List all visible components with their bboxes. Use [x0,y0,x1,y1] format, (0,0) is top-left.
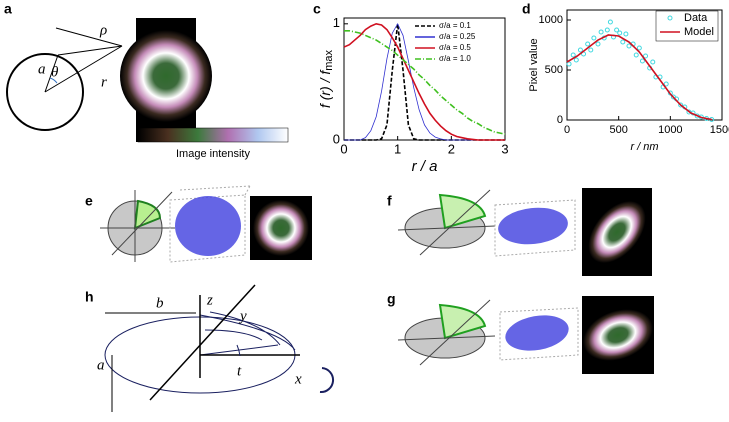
diagram-a [6,27,123,131]
legend-label: σ/a = 0.25 [439,32,476,41]
y-tick-label: 500 [545,64,563,76]
label: r [101,74,107,90]
data-point [663,81,669,87]
label: a [97,357,105,373]
legend: Data Model [655,10,719,42]
panel-label: a [4,1,12,17]
panel-label: c [313,1,321,17]
data-point [633,52,639,58]
y-tick-label: 0 [333,131,340,146]
data-point [650,59,656,65]
x-tick-label: 0 [340,141,347,156]
y-tick-label: 1 [333,15,340,30]
data-point [585,41,591,47]
panel-label: h [85,289,94,305]
y-axis-label-sub: max [323,49,335,70]
data-point [617,30,623,36]
data-point [643,53,649,59]
x-tick-label: 3 [501,141,508,156]
data-point [623,31,629,37]
panel-label: e [85,193,93,209]
x-tick-label: 1 [394,141,401,156]
series-line [566,34,712,121]
diagram-e [100,185,312,263]
data-point [577,47,583,53]
data-point [591,35,597,41]
data-point [639,58,645,64]
label: a [38,61,46,77]
y-axis-label-main: Pixel value [528,38,540,91]
data-point [604,27,610,33]
y-axis-label: f (r) / fmax [317,49,335,108]
legend-label: σ/a = 0.1 [439,21,471,30]
label: t [237,363,242,379]
label: b [156,295,164,311]
data-point [626,43,632,49]
label: x [294,371,302,387]
series-line [343,22,505,141]
y-tick-label: 1000 [539,14,563,26]
series-line [344,29,506,135]
label: y [238,308,247,324]
data-point [570,52,576,58]
x-axis-label: r / nm [630,141,658,153]
colorbar [137,127,289,143]
panel-label: b [141,4,150,20]
legend-box [655,10,719,42]
plot-area [343,17,506,141]
panel-label: g [387,291,396,307]
x-tick-label: 1000 [658,124,682,136]
x-tick-label: 2 [448,141,455,156]
label: θ [51,64,59,80]
diagram-f [397,188,652,276]
y-tick-label: 0 [557,114,563,126]
series-line [344,22,505,141]
data-point [566,61,572,67]
legend-label: Model [684,26,714,38]
label: ρ [99,22,107,38]
ring-image [120,30,212,122]
legend-label: σ/a = 0.5 [439,43,471,52]
legend: σ/a = 0.1 σ/a = 0.25 σ/a = 0.5 σ/a = 1.0 [415,21,476,63]
x-tick-label: 0 [564,124,570,136]
data-point [636,45,642,51]
series-line [344,23,505,141]
y-axis-label: Pixel value [528,38,540,91]
data-point [620,39,626,45]
diagram-h [104,284,334,412]
legend-marker [667,15,673,21]
label: z [206,292,213,308]
data-point [607,19,613,25]
legend-label: σ/a = 1.0 [439,54,471,63]
diagram-g [397,296,654,374]
colorbar-label: Image intensity [176,148,250,160]
x-axis-label: r / a [412,158,438,175]
y-axis-label-main: f (r) / f [317,69,333,108]
data-point [588,47,594,53]
data-point [598,29,604,35]
legend-label: Data [684,12,708,24]
panel-label: f [387,193,392,209]
x-tick-label: 500 [609,124,627,136]
data-point [595,41,601,47]
data-point [678,102,684,108]
data-point [573,57,579,63]
data-point [614,27,620,33]
panel-label: d [522,1,531,17]
